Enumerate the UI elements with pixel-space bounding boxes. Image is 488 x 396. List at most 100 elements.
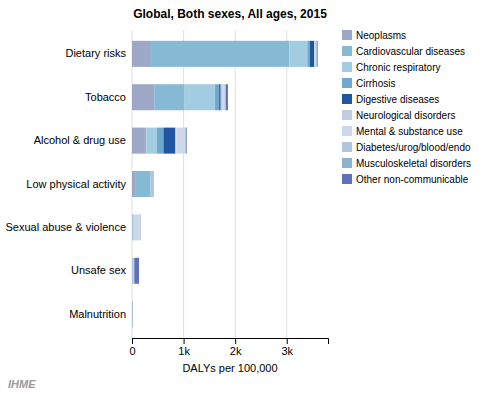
bar	[132, 214, 133, 240]
bar	[153, 171, 154, 197]
legend-item: Mental & substance use	[342, 126, 463, 137]
y-tick: Sexual abuse & violence	[6, 221, 132, 233]
x-tick: 1k	[178, 338, 190, 357]
legend-label: Neurological disorders	[356, 110, 456, 121]
bar	[314, 41, 316, 67]
bar	[132, 301, 133, 327]
grid-line	[183, 30, 184, 338]
bar	[134, 258, 139, 284]
bar	[132, 258, 133, 284]
bar	[152, 171, 153, 197]
legend-item: Other non-communicable	[342, 174, 469, 185]
y-tick-label: Unsafe sex	[71, 264, 127, 276]
bar	[132, 301, 133, 327]
legend-label: Cirrhosis	[356, 78, 395, 89]
title: Global, Both sexes, All ages, 2015	[133, 7, 327, 21]
series	[132, 41, 314, 327]
bar	[132, 301, 133, 327]
bar	[151, 171, 152, 197]
grid-line	[235, 30, 236, 338]
legend-swatch	[342, 94, 352, 104]
bar	[132, 258, 133, 284]
y-tick-label: Sexual abuse & violence	[6, 221, 126, 233]
legend-item: Cirrhosis	[342, 78, 395, 89]
bar	[289, 41, 307, 67]
chart: 01k2k3kDietary risksTobaccoAlcohol & dru…	[0, 0, 488, 396]
legend-swatch	[342, 142, 352, 152]
x-axis-line	[133, 339, 329, 345]
bar	[185, 128, 186, 154]
series	[132, 41, 307, 327]
x-tick-label: 3k	[281, 345, 293, 357]
bar	[139, 214, 140, 240]
series	[132, 41, 310, 327]
bar	[215, 84, 219, 110]
legend-swatch	[342, 78, 352, 88]
bar	[132, 301, 133, 327]
legend-item: Musculoskeletal disorders	[342, 158, 471, 169]
y-tick-label: Dietary risks	[65, 47, 126, 59]
y-tick: Alcohol & drug use	[34, 134, 132, 146]
bar	[223, 84, 225, 110]
legend-swatch	[342, 30, 352, 40]
bar	[226, 84, 228, 110]
bar	[132, 301, 133, 327]
legend-item: Neurological disorders	[342, 110, 456, 121]
bar	[132, 301, 133, 327]
legend-label: Other non-communicable	[356, 174, 469, 185]
bar	[132, 258, 133, 284]
bar	[132, 84, 154, 110]
y-axis: Dietary risksTobaccoAlcohol & drug useLo…	[6, 47, 132, 319]
y-tick-label: Low physical activity	[26, 178, 126, 190]
x-tick-mark	[184, 338, 185, 344]
bar	[176, 128, 184, 154]
bar	[134, 214, 140, 240]
legend-label: Diabetes/urog/blood/endo	[356, 142, 471, 153]
bars	[132, 41, 318, 327]
legend-label: Cardiovascular diseases	[356, 46, 465, 57]
bar	[310, 41, 314, 67]
bar	[175, 128, 176, 154]
bar	[184, 84, 215, 110]
bar	[133, 258, 134, 284]
bar	[132, 41, 150, 67]
legend-swatch	[342, 110, 352, 120]
bar	[221, 84, 223, 110]
legend-swatch	[342, 174, 352, 184]
grid-line	[286, 30, 287, 338]
legend-item: Chronic respiratory	[342, 62, 440, 73]
bar	[224, 84, 225, 110]
x-tick-mark	[287, 338, 288, 344]
bar	[132, 214, 133, 240]
x-tick: 3k	[281, 338, 293, 357]
legend-item: Neoplasms	[342, 30, 406, 41]
annotation: IHME	[8, 378, 36, 390]
bar	[316, 41, 318, 67]
y-tick: Low physical activity	[26, 178, 132, 190]
bars-inner	[132, 41, 318, 327]
bar	[132, 214, 133, 240]
legend-label: Digestive diseases	[356, 94, 439, 105]
bar	[132, 214, 133, 240]
bar	[315, 41, 317, 67]
legend-swatch	[342, 62, 352, 72]
bar	[132, 171, 135, 197]
bar	[185, 128, 187, 154]
x-axis: 01k2k3k	[129, 338, 328, 357]
y-tick: Dietary risks	[65, 47, 132, 59]
legend-label: Chronic respiratory	[356, 62, 440, 73]
bar	[163, 128, 175, 154]
series	[132, 41, 289, 327]
legend: Neoplasms Cardiovascular diseases Chronic …	[342, 30, 471, 185]
plot: 01k2k3kDietary risksTobaccoAlcohol & dru…	[6, 30, 329, 357]
series	[133, 41, 317, 327]
x-tick-mark	[132, 338, 133, 344]
bar	[132, 128, 145, 154]
legend-item: Diabetes/urog/blood/endo	[342, 142, 471, 153]
bar	[157, 128, 164, 154]
bar	[135, 171, 150, 197]
y-tick: Malnutrition	[69, 308, 132, 320]
legend-item: Digestive diseases	[342, 94, 439, 105]
x-tick: 0	[129, 338, 135, 357]
y-tick-label: Alcohol & drug use	[34, 134, 126, 146]
